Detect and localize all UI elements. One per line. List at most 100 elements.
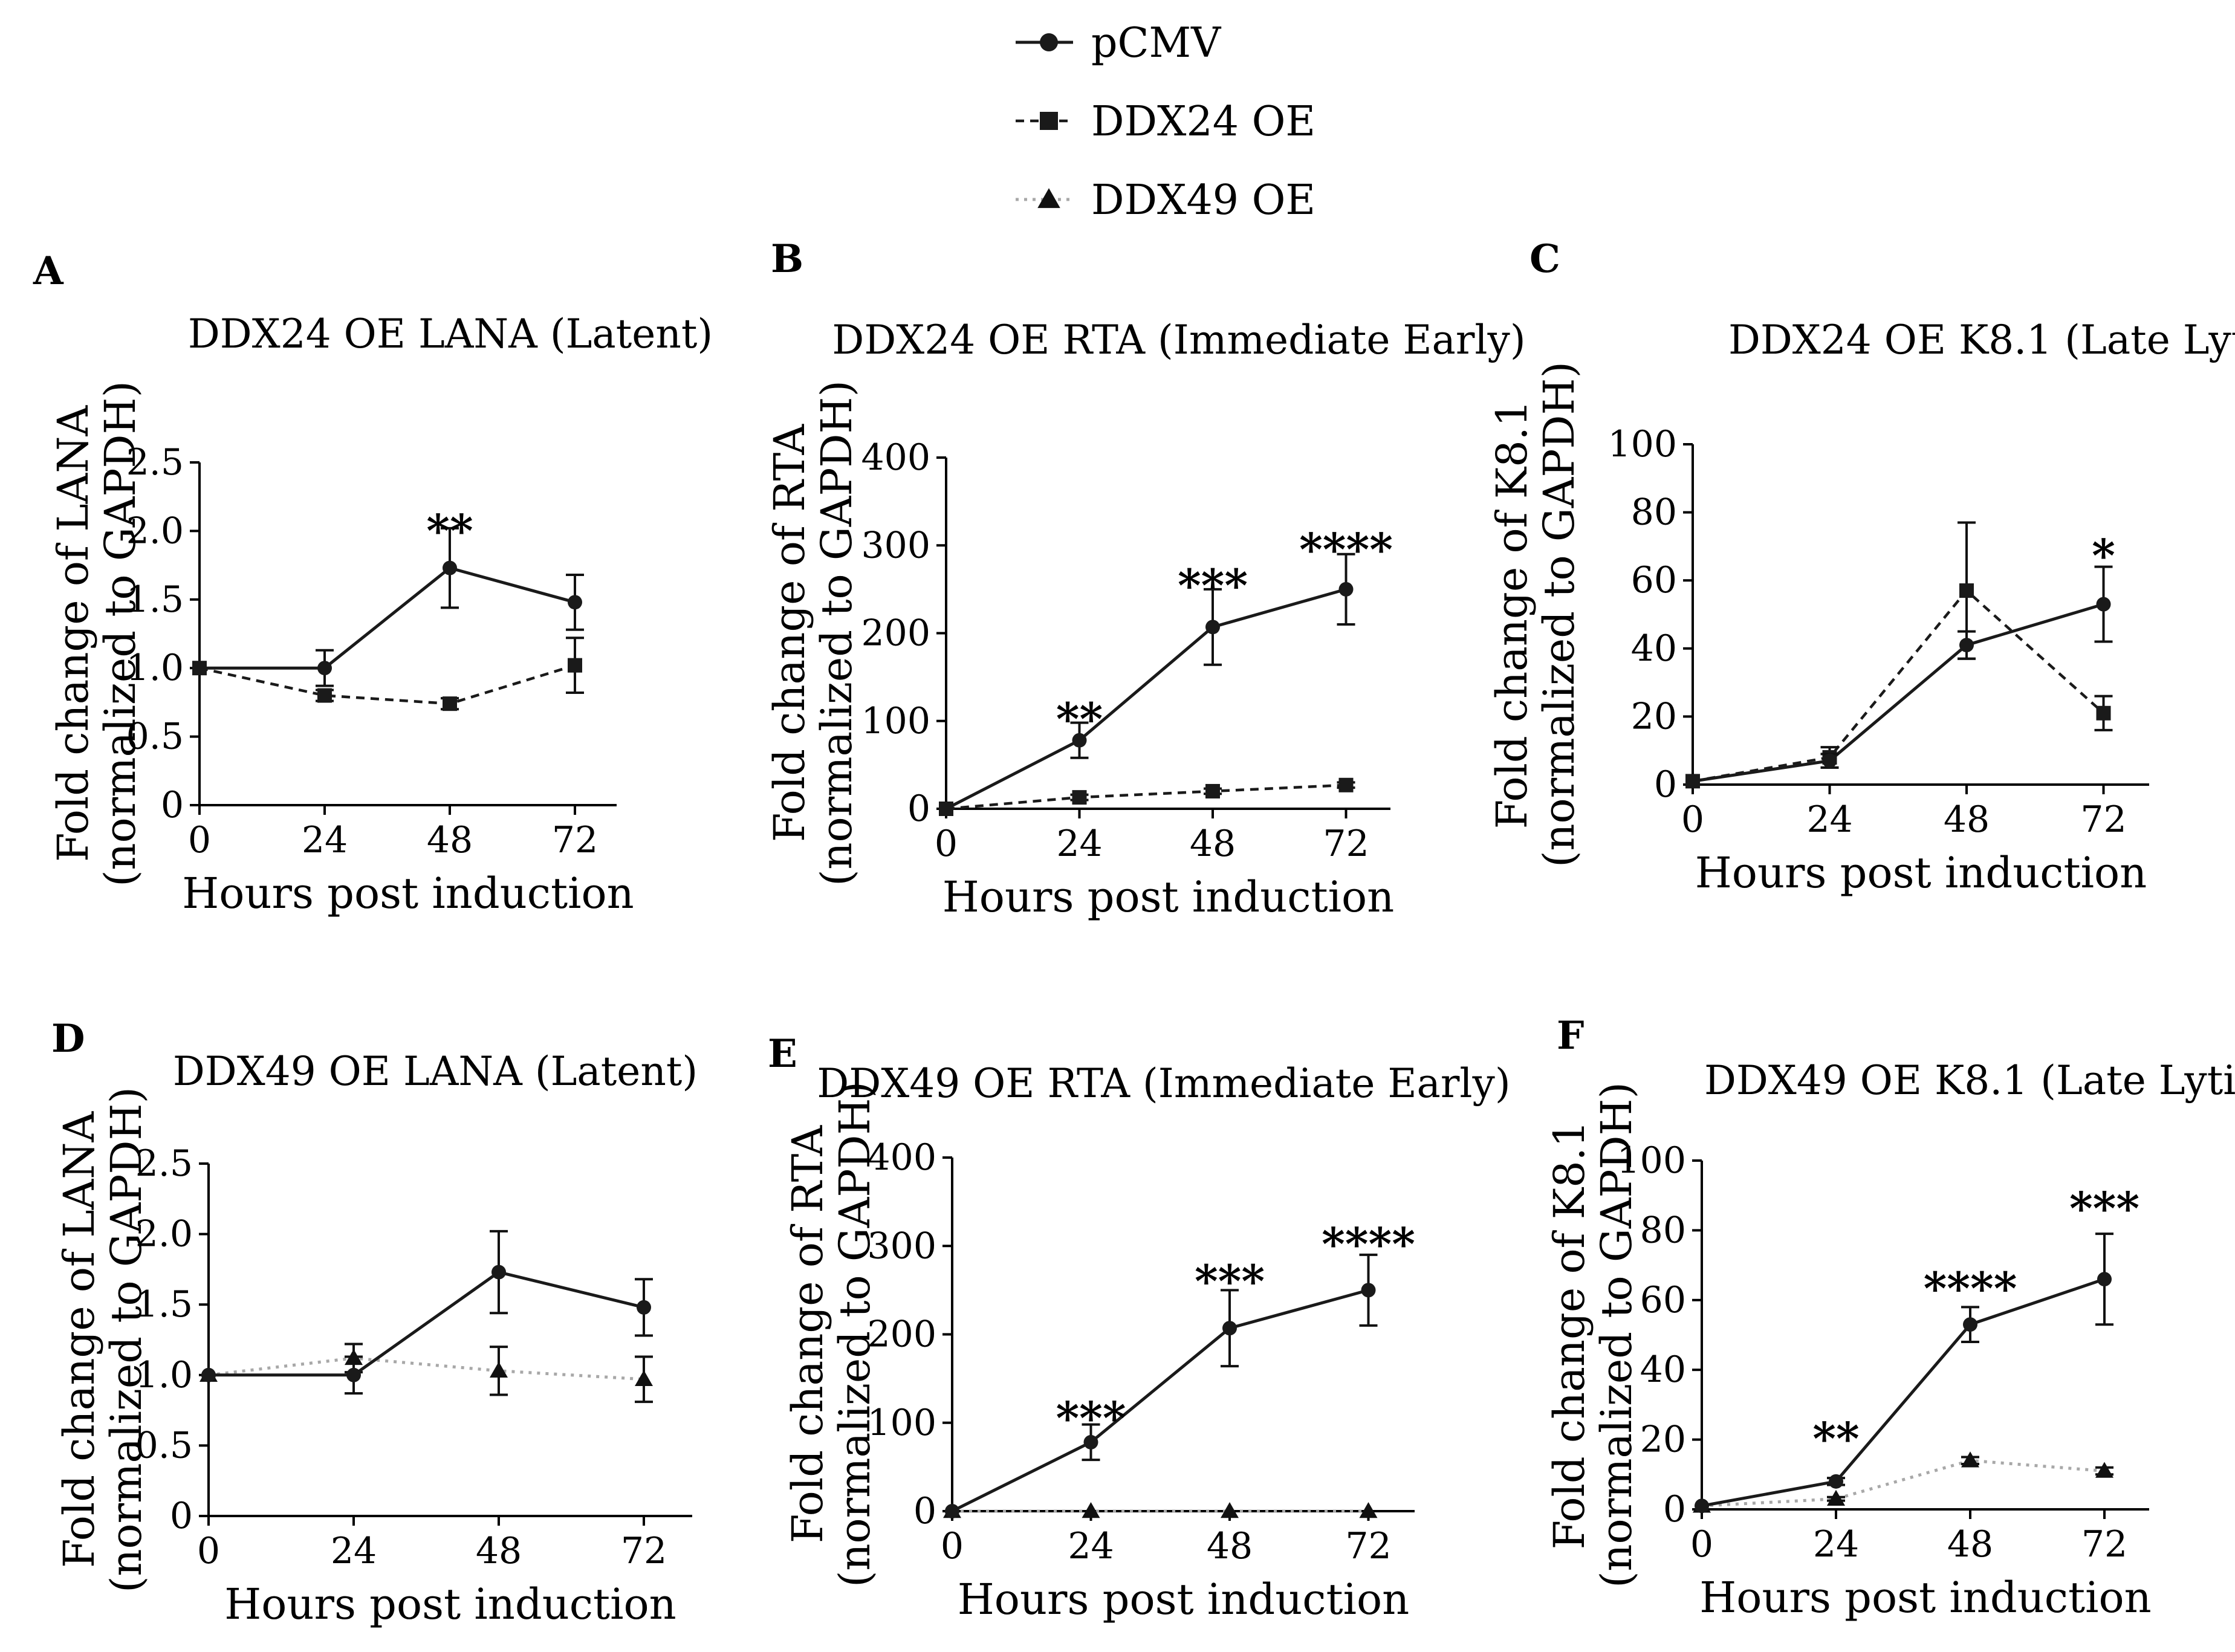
y-axis-label-sub: (normalized to GAPDH) <box>102 1087 151 1593</box>
y-tick-label: 0.5 <box>135 1424 193 1466</box>
data-point <box>1685 774 1700 789</box>
series-line <box>199 566 576 670</box>
data-point <box>1072 733 1087 748</box>
data-point <box>568 595 582 610</box>
y-tick-label: 40 <box>1631 627 1677 670</box>
y-tick-label: 300 <box>861 524 930 566</box>
data-point <box>2096 597 2111 612</box>
x-axis-label: Hours post induction <box>224 1579 676 1629</box>
y-tick-label: 0.5 <box>126 716 184 758</box>
y-tick-label: 400 <box>861 436 930 479</box>
x-tick-label: 24 <box>1806 798 1852 841</box>
y-tick-label: 200 <box>867 1314 936 1356</box>
x-tick-label: 0 <box>941 1525 964 1567</box>
panel-title: DDX49 OE RTA (Immediate Early) <box>817 1060 1510 1107</box>
x-tick-label: 24 <box>1056 823 1102 865</box>
y-axis-label: Fold change of K8.1 <box>1487 400 1537 829</box>
x-axis-label: Hours post induction <box>1699 1573 2151 1622</box>
x-tick-label: 24 <box>331 1530 377 1572</box>
significance-label: *** <box>1195 1255 1265 1307</box>
series-line <box>1701 1277 2105 1508</box>
series-pcmv <box>945 1253 1378 1518</box>
panel-label: A <box>33 248 64 294</box>
data-point <box>637 1300 651 1315</box>
data-point <box>1205 620 1220 635</box>
data-point <box>1359 1502 1378 1518</box>
data-point <box>939 802 953 816</box>
panel-b: B DDX24 OE RTA (Immediate Early) 0 100 200 30… <box>765 236 1526 922</box>
x-tick-label: 72 <box>2080 798 2126 841</box>
panel-label: C <box>1529 236 1560 282</box>
legend-item-ddx49-oe: DDX49 OE <box>1016 177 1315 224</box>
y-tick-label: 300 <box>867 1225 936 1267</box>
y-tick-label: 2.5 <box>126 441 184 484</box>
x-axis-label: Hours post induction <box>182 869 634 918</box>
y-tick-label: 20 <box>1640 1419 1686 1461</box>
significance-label: *** <box>2069 1183 2139 1235</box>
legend-item-pcmv: pCMV <box>1016 19 1222 67</box>
series-line <box>209 1270 644 1377</box>
data-point <box>1338 581 1354 597</box>
data-point <box>192 661 207 676</box>
y-tick-label: 100 <box>867 1402 936 1444</box>
y-axis-label-sub: (normalized to GAPDH) <box>1592 1082 1641 1588</box>
data-point <box>2096 705 2111 721</box>
data-point <box>443 560 457 575</box>
data-point <box>945 1504 959 1518</box>
x-tick-label: 0 <box>188 819 211 861</box>
y-tick-label: 2.5 <box>135 1142 193 1185</box>
data-point <box>1205 783 1220 798</box>
data-point <box>2097 1272 2112 1287</box>
panel-title: DDX49 OE LANA (Latent) <box>173 1048 698 1095</box>
x-tick-label: 24 <box>302 819 348 861</box>
series-line <box>1692 588 2105 783</box>
series-line <box>945 588 1347 811</box>
y-tick-label: 400 <box>867 1136 936 1179</box>
x-axis-label: Hours post induction <box>958 1575 1409 1624</box>
data-point <box>1961 1451 1979 1468</box>
y-tick-label: 40 <box>1640 1349 1686 1391</box>
x-tick-label: 48 <box>1947 1523 1993 1566</box>
x-tick-label: 48 <box>1207 1525 1253 1567</box>
panel-title: DDX49 OE K8.1 (Late Lytic) <box>1704 1057 2235 1104</box>
y-tick-label: 80 <box>1640 1209 1686 1251</box>
y-tick-label: 2.0 <box>126 510 184 552</box>
x-tick-label: 72 <box>1345 1525 1391 1567</box>
data-point <box>1338 777 1354 792</box>
y-tick-label: 60 <box>1631 559 1677 601</box>
x-tick-label: 72 <box>552 819 598 861</box>
y-tick-label: 0 <box>1663 1488 1686 1531</box>
y-axis-label: Fold change of LANA <box>54 1111 104 1569</box>
y-axis-label-sub: (normalized to GAPDH) <box>812 380 861 886</box>
panel-c: C DDX24 OE K8.1 (Late Lytic) 0 20 40 60 80 100 0… <box>1487 236 2235 898</box>
series-pcmv <box>192 526 584 687</box>
x-tick-label: 0 <box>1681 798 1704 841</box>
significance-label: **** <box>1322 1219 1415 1271</box>
series-ddx24-oe <box>939 777 1355 816</box>
x-tick-label: 0 <box>1690 1523 1713 1566</box>
data-point <box>1963 1317 1977 1332</box>
data-point <box>491 1265 506 1280</box>
data-point <box>635 1370 653 1387</box>
data-point <box>1959 583 1974 598</box>
panel-title: DDX24 OE LANA (Latent) <box>188 311 713 357</box>
data-point <box>317 661 332 676</box>
x-tick-label: 24 <box>1813 1523 1859 1566</box>
legend-label: DDX24 OE <box>1091 98 1315 146</box>
series-line <box>946 783 1346 811</box>
y-tick-label: 100 <box>1607 423 1677 465</box>
legend-marker <box>1040 33 1058 51</box>
y-axis-label: Fold change of RTA <box>765 424 814 843</box>
series-pcmv <box>201 1229 653 1395</box>
y-axis-label: Fold change of K8.1 <box>1545 1121 1594 1550</box>
significance-label: ** <box>1056 693 1103 745</box>
series-ddx24-oe <box>192 637 584 711</box>
data-point <box>568 658 582 673</box>
data-point <box>1361 1283 1376 1298</box>
data-point <box>346 1367 361 1382</box>
data-point <box>1222 1321 1237 1336</box>
y-axis-label: Fold change of RTA <box>783 1125 832 1544</box>
series-line <box>951 1288 1369 1513</box>
legend-label: DDX49 OE <box>1091 177 1315 224</box>
panel-label: F <box>1557 1013 1584 1058</box>
